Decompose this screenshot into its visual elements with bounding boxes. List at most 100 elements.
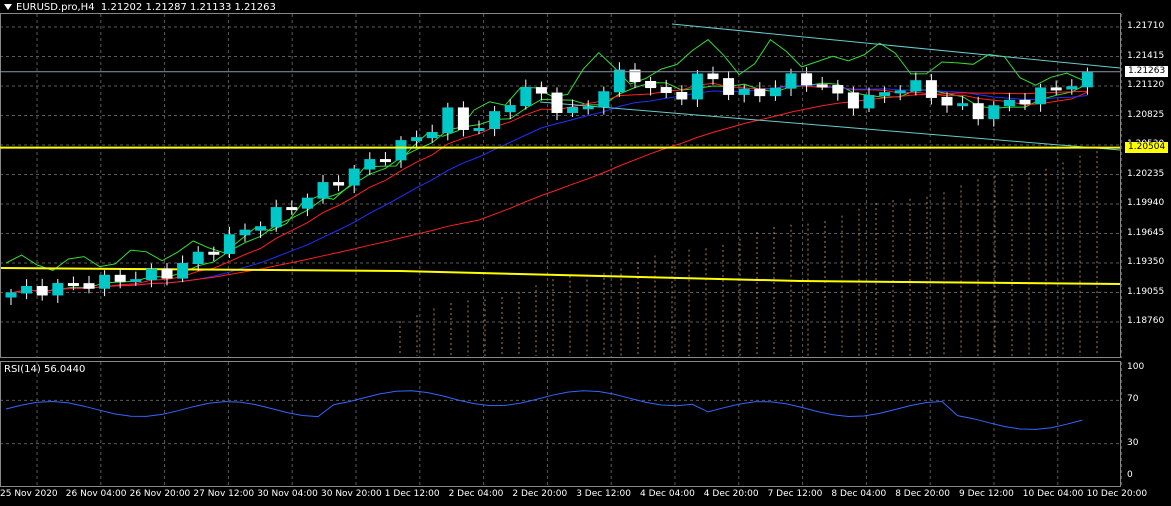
ohlc-values: 1.21202 1.21287 1.21133 1.21263 (100, 2, 276, 13)
time-tick-label: 30 Nov 20:00 (321, 489, 382, 499)
bear-candle (379, 159, 391, 163)
rsi-tick-label: 70 (1127, 394, 1139, 405)
time-tick-label: 2 Dec 04:00 (448, 489, 504, 499)
collapse-triangle-icon[interactable] (4, 4, 12, 10)
price-tick-label: 1.20825 (1127, 109, 1165, 120)
rsi-line (5, 390, 1083, 430)
bear-candle (925, 80, 937, 98)
indicator-lines (0, 23, 1121, 294)
bear-candle (816, 84, 828, 88)
bull-candle (738, 88, 750, 95)
time-tick-label: 7 Dec 12:00 (767, 489, 823, 499)
bull-candle (473, 128, 485, 132)
bear-candle (114, 274, 126, 282)
bull-candle (411, 137, 423, 142)
bull-candle (395, 140, 407, 161)
chart-title: EURUSD.pro,H4 1.21202 1.21287 1.21133 1.… (4, 2, 276, 13)
bull-candle (1081, 71, 1093, 88)
bear-candle (286, 207, 298, 211)
price-tick-label: 1.21415 (1127, 50, 1165, 61)
rsi-tick-label: 0 (1127, 470, 1133, 480)
rsi-indicator (5, 390, 1083, 430)
bull-candle (5, 292, 17, 298)
bull-candle (567, 106, 579, 113)
bull-candle (223, 234, 235, 254)
bull-candle (317, 182, 329, 199)
bear-candle (754, 88, 766, 97)
current-price-label: 1.21263 (1125, 65, 1169, 77)
bear-candle (660, 87, 672, 93)
chart-grid (0, 14, 1123, 487)
time-tick-label: 3 Dec 12:00 (576, 489, 631, 499)
bull-candle (785, 73, 797, 89)
bull-candle (910, 80, 922, 92)
bull-candle (504, 105, 516, 113)
bear-candle (1019, 99, 1031, 105)
level-price-label: 1.20504 (1125, 141, 1169, 153)
bull-candle (301, 197, 313, 209)
price-tick-label: 1.19055 (1127, 286, 1165, 297)
chart-frame (0, 13, 1121, 487)
rsi-tick-label: 100 (1127, 362, 1145, 372)
bear-candle (535, 87, 547, 94)
bull-candle (145, 268, 157, 281)
channel-lower-line (539, 101, 1121, 151)
bull-candle (270, 207, 282, 228)
bear-candle (645, 81, 657, 89)
bull-candle (192, 251, 204, 265)
bear-candle (801, 73, 813, 86)
bull-candle (489, 111, 501, 130)
ma-green-line (10, 82, 1088, 294)
bear-candle (161, 268, 173, 279)
bull-candle (879, 92, 891, 96)
bull-candle (957, 103, 969, 107)
time-tick-label: 26 Nov 04:00 (65, 489, 127, 499)
time-tick-label: 26 Nov 20:00 (129, 489, 191, 499)
chikou-line (5, 38, 1083, 271)
bull-candle (520, 87, 532, 107)
bear-candle (629, 69, 641, 83)
price-tick-label: 1.21710 (1127, 21, 1165, 31)
time-tick-label: 9 Dec 12:00 (959, 489, 1014, 499)
bull-candle (598, 91, 610, 108)
time-tick-label: 8 Dec 20:00 (895, 489, 950, 499)
time-tick-label: 27 Nov 12:00 (193, 489, 255, 499)
bull-candle (177, 263, 189, 279)
long-ma-yellow (0, 267, 1121, 285)
bull-candle (769, 87, 781, 97)
bull-candle (364, 159, 376, 170)
bull-candle (52, 283, 64, 296)
bear-candle (847, 92, 859, 109)
bear-candle (1050, 87, 1062, 91)
bull-candle (239, 229, 251, 236)
channel-upper-line (671, 23, 1121, 69)
bull-candle (1003, 99, 1015, 107)
time-tick-label: 30 Nov 04:00 (257, 489, 318, 499)
ma-blue-line (10, 84, 1088, 294)
bear-candle (551, 92, 563, 113)
bull-candle (348, 168, 360, 186)
ma-red-slow-line (10, 90, 1088, 294)
bear-candle (941, 96, 953, 106)
bear-candle (723, 78, 735, 95)
main-panel-border (0, 13, 1121, 358)
bull-candle (426, 132, 438, 139)
symbol-label: EURUSD.pro,H4 (16, 2, 95, 13)
bear-candle (67, 283, 79, 287)
bull-candle (255, 226, 267, 231)
bear-candle (972, 103, 984, 120)
time-tick-label: 25 Nov 2020 (0, 489, 58, 499)
bull-candle (1066, 86, 1078, 90)
price-tick-label: 1.19940 (1127, 198, 1165, 208)
ma-red-line (10, 82, 1088, 294)
bear-candle (83, 283, 95, 289)
price-tick-label: 1.20235 (1127, 168, 1165, 179)
bear-candle (832, 85, 844, 94)
bull-candle (99, 274, 111, 289)
time-tick-label: 10 Dec 04:00 (1022, 489, 1084, 499)
bull-candle (21, 286, 33, 294)
bull-candle (894, 90, 906, 94)
bear-candle (333, 182, 345, 186)
time-tick-label: 10 Dec 20:00 (1086, 489, 1148, 499)
